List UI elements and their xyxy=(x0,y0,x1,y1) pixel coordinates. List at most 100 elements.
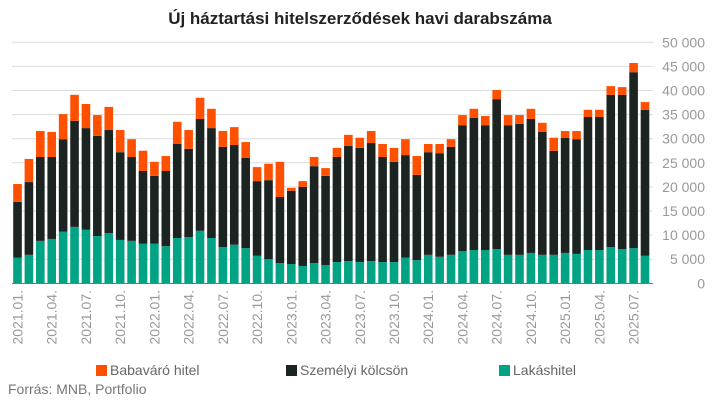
source-note: Forrás: MNB, Portfolio xyxy=(8,381,147,397)
bar-szemelyi xyxy=(218,146,228,248)
bars xyxy=(13,63,650,284)
bar-stack xyxy=(298,181,308,284)
bar-babavaro xyxy=(321,168,330,176)
bar-szemelyi xyxy=(503,125,513,255)
bar-szemelyi xyxy=(58,139,68,232)
bar-babavaro xyxy=(355,137,365,148)
y-axis-ticks: 0 5 000 10 000 15 000 20 000 25 000 30 000 35 0… xyxy=(662,34,705,291)
bar-lakashitel xyxy=(70,226,79,284)
y-tick-label: 30 000 xyxy=(662,131,705,147)
bar-szemelyi xyxy=(172,144,182,238)
bar-szemelyi xyxy=(595,117,604,251)
legend-item-szemelyi[interactable]: Személyi kölcsön xyxy=(286,362,408,378)
bar-babavaro xyxy=(412,156,422,175)
bar-babavaro xyxy=(127,139,136,158)
bar-szemelyi xyxy=(138,170,148,244)
bar-babavaro xyxy=(207,108,216,129)
bar-stack xyxy=(492,90,501,284)
bar-lakashitel xyxy=(572,253,581,284)
bar-szemelyi xyxy=(275,197,285,264)
bar-stack xyxy=(161,156,171,284)
legend-swatch-lakashitel xyxy=(499,365,510,376)
legend-label-szemelyi: Személyi kölcsön xyxy=(300,362,408,378)
bar-szemelyi xyxy=(287,190,296,265)
bar-lakashitel xyxy=(640,255,650,284)
bar-stack xyxy=(287,187,296,284)
bar-szemelyi xyxy=(526,118,536,253)
bar-stack xyxy=(58,114,68,284)
bar-babavaro xyxy=(640,102,650,110)
bar-szemelyi xyxy=(378,157,387,263)
bar-stack xyxy=(309,157,319,284)
bar-babavaro xyxy=(195,97,205,119)
bar-lakashitel xyxy=(309,263,319,284)
bar-szemelyi xyxy=(298,186,308,266)
bar-lakashitel xyxy=(24,254,34,284)
bar-babavaro xyxy=(423,144,433,153)
bar-babavaro xyxy=(24,158,34,183)
legend: Babaváró hitel Személyi kölcsön Lakáshit… xyxy=(96,362,576,378)
bar-lakashitel xyxy=(378,262,387,284)
bar-stack xyxy=(172,121,182,284)
bar-babavaro xyxy=(458,115,467,126)
x-tick-label: 2023.04. xyxy=(318,290,334,345)
x-tick-label: 2022.07. xyxy=(215,290,231,345)
x-tick-label: 2021.07. xyxy=(78,290,94,345)
bar-szemelyi xyxy=(36,157,45,241)
bar-lakashitel xyxy=(515,254,524,284)
bar-lakashitel xyxy=(560,252,570,284)
bar-lakashitel xyxy=(161,246,171,284)
bar-szemelyi xyxy=(195,118,205,231)
bar-babavaro xyxy=(161,156,171,171)
bar-szemelyi xyxy=(617,94,627,250)
x-tick-label: 2021.04. xyxy=(44,290,60,345)
bar-lakashitel xyxy=(549,254,559,284)
x-axis-ticks: 2021.01. 2021.04. 2021.07. 2021.10. 2022.01.… xyxy=(10,290,642,345)
bar-szemelyi xyxy=(412,174,422,261)
x-tick-label: 2024.10. xyxy=(523,290,539,345)
bar-stack xyxy=(389,147,399,284)
bar-szemelyi xyxy=(344,145,353,262)
bar-babavaro xyxy=(435,144,444,154)
bar-stack xyxy=(218,130,228,284)
bar-babavaro xyxy=(275,161,285,198)
legend-label-lakashitel: Lakáshitel xyxy=(513,362,576,378)
bar-stack xyxy=(93,115,102,284)
bar-lakashitel xyxy=(184,237,193,284)
bar-stack xyxy=(503,115,513,284)
bar-stack xyxy=(617,87,627,284)
bar-stack xyxy=(207,108,216,284)
bar-babavaro xyxy=(287,187,296,191)
bar-stack xyxy=(458,115,467,284)
bar-stack xyxy=(24,158,34,284)
bar-szemelyi xyxy=(606,94,616,248)
bar-babavaro xyxy=(526,108,536,119)
bar-lakashitel xyxy=(412,260,422,284)
bar-babavaro xyxy=(515,115,524,124)
bar-babavaro xyxy=(252,167,262,182)
bar-lakashitel xyxy=(287,264,296,284)
bar-stack xyxy=(378,144,387,284)
y-tick-label: 0 xyxy=(697,275,705,291)
bar-lakashitel xyxy=(629,248,638,284)
bar-babavaro xyxy=(150,161,159,176)
bar-szemelyi xyxy=(332,157,342,263)
x-tick-label: 2022.04. xyxy=(181,290,197,345)
bar-szemelyi xyxy=(13,201,22,258)
bar-szemelyi xyxy=(492,99,501,250)
bar-lakashitel xyxy=(332,262,342,284)
bar-lakashitel xyxy=(229,244,239,284)
bar-babavaro xyxy=(583,109,593,118)
legend-item-babavaro[interactable]: Babaváró hitel xyxy=(96,362,200,378)
bar-stack xyxy=(229,127,239,284)
x-tick-label: 2023.01. xyxy=(283,290,299,345)
bar-babavaro xyxy=(138,150,148,171)
bar-babavaro xyxy=(36,130,45,158)
legend-item-lakashitel[interactable]: Lakáshitel xyxy=(499,362,576,378)
bar-szemelyi xyxy=(229,144,239,245)
bar-stack xyxy=(423,144,433,284)
bar-lakashitel xyxy=(218,247,228,284)
bar-szemelyi xyxy=(241,157,250,249)
bar-szemelyi xyxy=(150,175,159,244)
